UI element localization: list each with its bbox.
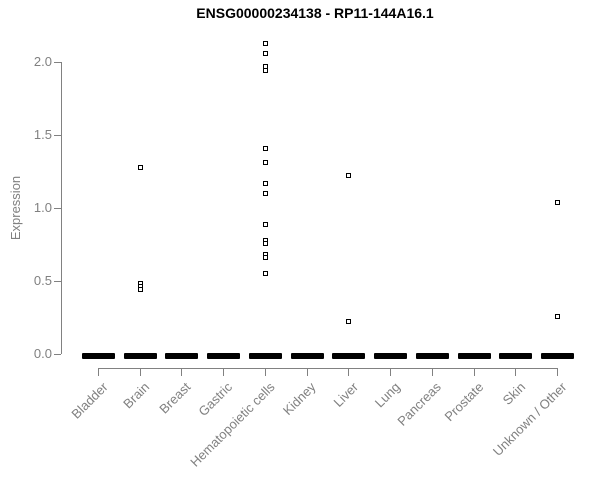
chart-title: ENSG00000234138 - RP11-144A16.1 [196, 5, 434, 21]
x-tick [181, 368, 183, 376]
data-point [262, 240, 268, 246]
x-tick [306, 368, 308, 376]
x-tick [97, 368, 99, 376]
data-point [137, 164, 143, 170]
x-tick-label: Bladder [67, 379, 111, 422]
data-point [555, 313, 561, 319]
y-tick-label: 0.5 [33, 273, 52, 288]
y-tick [54, 61, 61, 63]
x-tick-label: Skin [499, 379, 528, 408]
x-tick [390, 368, 392, 376]
y-tick-label: 1.0 [33, 200, 52, 215]
data-point [262, 50, 268, 56]
y-tick [54, 207, 61, 209]
x-tick-label: Prostate [441, 379, 486, 425]
y-tick-label: 0.0 [33, 346, 52, 361]
x-tick [431, 368, 433, 376]
zero-cluster-bar [541, 352, 575, 359]
data-point [262, 221, 268, 227]
x-tick-label: Gastric [195, 379, 236, 420]
zero-cluster-bar [457, 352, 491, 359]
zero-cluster-bar [415, 352, 449, 359]
data-point [346, 173, 352, 179]
data-point [262, 180, 268, 186]
x-tick [348, 368, 350, 376]
x-tick-label: Lung [371, 379, 403, 411]
data-point [262, 190, 268, 196]
y-tick-label: 1.5 [33, 127, 52, 142]
x-tick-label: Hematopoietic cells [186, 379, 278, 470]
x-tick-label: Pancreas [394, 379, 445, 429]
zero-cluster-bar [332, 352, 366, 359]
x-tick-label: Unknown / Other [489, 379, 570, 459]
data-point [262, 145, 268, 151]
y-tick [54, 353, 61, 355]
x-axis-line [98, 368, 558, 369]
zero-cluster-bar [290, 352, 324, 359]
x-tick-label: Kidney [280, 379, 319, 419]
x-tick-label: Breast [156, 379, 194, 417]
x-tick-label: Brain [119, 379, 152, 412]
x-tick [139, 368, 141, 376]
zero-cluster-bar [374, 352, 408, 359]
zero-cluster-bar [207, 352, 241, 359]
zero-cluster-bar [499, 352, 533, 359]
data-point [346, 319, 352, 325]
x-tick-label: Liver [330, 379, 361, 410]
x-tick [264, 368, 266, 376]
data-point [262, 40, 268, 46]
data-point [262, 68, 268, 74]
x-tick [557, 368, 559, 376]
data-point [262, 255, 268, 261]
zero-cluster-bar [248, 352, 282, 359]
data-point [555, 199, 561, 205]
y-tick-label: 2.0 [33, 54, 52, 69]
data-point [262, 271, 268, 277]
data-point [137, 287, 143, 293]
zero-cluster-bar [165, 352, 199, 359]
x-tick [473, 368, 475, 376]
y-tick [54, 280, 61, 282]
zero-cluster-bar [81, 352, 115, 359]
y-tick [54, 134, 61, 136]
data-point [262, 160, 268, 166]
x-tick [223, 368, 225, 376]
zero-cluster-bar [123, 352, 157, 359]
y-axis-line [60, 62, 62, 354]
x-tick [515, 368, 517, 376]
